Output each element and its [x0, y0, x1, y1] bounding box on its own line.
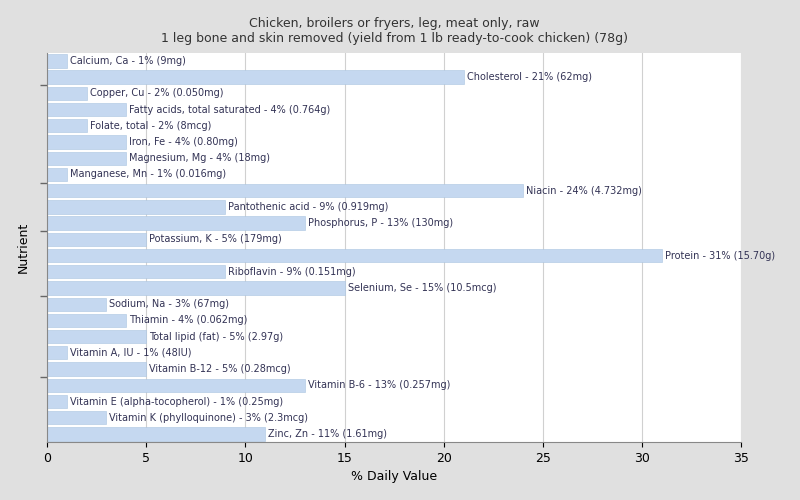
Text: Niacin - 24% (4.732mg): Niacin - 24% (4.732mg) — [526, 186, 642, 196]
Bar — [47, 428, 265, 440]
Text: Thiamin - 4% (0.062mg): Thiamin - 4% (0.062mg) — [130, 316, 248, 326]
Bar — [47, 298, 106, 311]
Text: Magnesium, Mg - 4% (18mg): Magnesium, Mg - 4% (18mg) — [130, 153, 270, 163]
Bar — [47, 395, 66, 408]
Text: Protein - 31% (15.70g): Protein - 31% (15.70g) — [665, 250, 775, 260]
Bar — [47, 200, 226, 213]
Bar — [47, 411, 106, 424]
Text: Cholesterol - 21% (62mg): Cholesterol - 21% (62mg) — [466, 72, 591, 82]
Text: Manganese, Mn - 1% (0.016mg): Manganese, Mn - 1% (0.016mg) — [70, 170, 226, 179]
Text: Selenium, Se - 15% (10.5mcg): Selenium, Se - 15% (10.5mcg) — [347, 283, 496, 293]
Text: Total lipid (fat) - 5% (2.97g): Total lipid (fat) - 5% (2.97g) — [149, 332, 283, 342]
Bar — [47, 282, 345, 294]
Bar — [47, 249, 662, 262]
Text: Sodium, Na - 3% (67mg): Sodium, Na - 3% (67mg) — [110, 299, 230, 309]
Text: Vitamin E (alpha-tocopherol) - 1% (0.25mg): Vitamin E (alpha-tocopherol) - 1% (0.25m… — [70, 396, 283, 406]
Bar — [47, 346, 66, 360]
Text: Vitamin B-6 - 13% (0.257mg): Vitamin B-6 - 13% (0.257mg) — [308, 380, 450, 390]
Bar — [47, 314, 126, 327]
Text: Potassium, K - 5% (179mg): Potassium, K - 5% (179mg) — [149, 234, 282, 244]
X-axis label: % Daily Value: % Daily Value — [351, 470, 438, 484]
Text: Zinc, Zn - 11% (1.61mg): Zinc, Zn - 11% (1.61mg) — [268, 429, 387, 439]
Text: Calcium, Ca - 1% (9mg): Calcium, Ca - 1% (9mg) — [70, 56, 186, 66]
Bar — [47, 330, 146, 344]
Text: Vitamin A, IU - 1% (48IU): Vitamin A, IU - 1% (48IU) — [70, 348, 191, 358]
Bar — [47, 362, 146, 376]
Title: Chicken, broilers or fryers, leg, meat only, raw
1 leg bone and skin removed (yi: Chicken, broilers or fryers, leg, meat o… — [161, 16, 628, 44]
Text: Vitamin K (phylloquinone) - 3% (2.3mcg): Vitamin K (phylloquinone) - 3% (2.3mcg) — [110, 412, 308, 422]
Bar — [47, 103, 126, 116]
Bar — [47, 70, 464, 84]
Text: Iron, Fe - 4% (0.80mg): Iron, Fe - 4% (0.80mg) — [130, 137, 238, 147]
Bar — [47, 168, 66, 181]
Bar — [47, 54, 66, 68]
Text: Vitamin B-12 - 5% (0.28mcg): Vitamin B-12 - 5% (0.28mcg) — [149, 364, 290, 374]
Text: Copper, Cu - 2% (0.050mg): Copper, Cu - 2% (0.050mg) — [90, 88, 223, 99]
Text: Folate, total - 2% (8mcg): Folate, total - 2% (8mcg) — [90, 121, 211, 131]
Bar — [47, 216, 305, 230]
Bar — [47, 184, 523, 198]
Text: Phosphorus, P - 13% (130mg): Phosphorus, P - 13% (130mg) — [308, 218, 453, 228]
Bar — [47, 378, 305, 392]
Bar — [47, 136, 126, 148]
Bar — [47, 232, 146, 246]
Bar — [47, 265, 226, 278]
Bar — [47, 152, 126, 165]
Bar — [47, 86, 86, 100]
Text: Riboflavin - 9% (0.151mg): Riboflavin - 9% (0.151mg) — [229, 266, 356, 276]
Text: Fatty acids, total saturated - 4% (0.764g): Fatty acids, total saturated - 4% (0.764… — [130, 104, 330, 115]
Y-axis label: Nutrient: Nutrient — [17, 222, 30, 273]
Text: Pantothenic acid - 9% (0.919mg): Pantothenic acid - 9% (0.919mg) — [229, 202, 389, 212]
Bar — [47, 119, 86, 132]
